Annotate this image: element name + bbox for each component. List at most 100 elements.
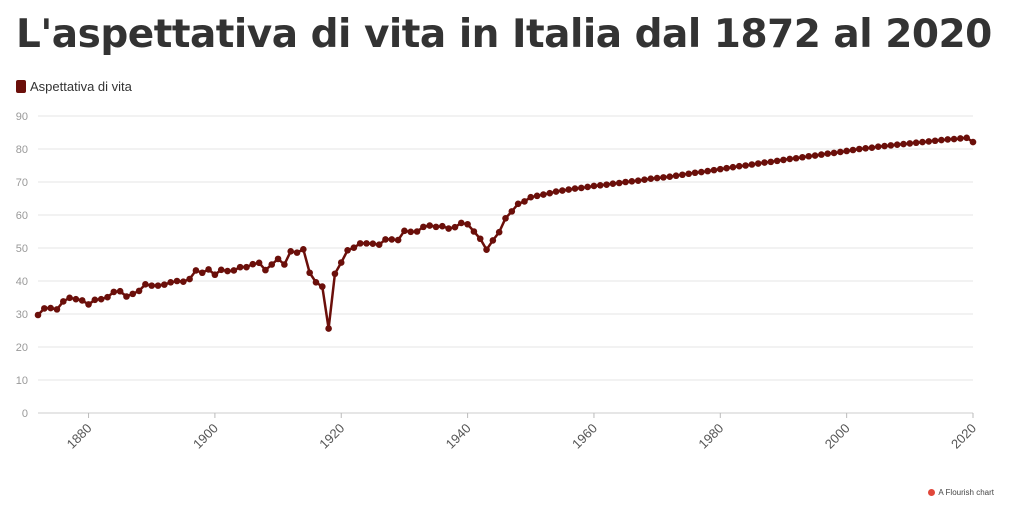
- data-point[interactable]: [110, 288, 118, 296]
- data-point[interactable]: [672, 172, 680, 180]
- data-point[interactable]: [230, 267, 238, 274]
- data-point[interactable]: [508, 208, 516, 215]
- data-point[interactable]: [318, 283, 326, 290]
- data-point[interactable]: [180, 278, 187, 285]
- data-point[interactable]: [792, 154, 800, 162]
- data-point[interactable]: [502, 215, 509, 222]
- data-point[interactable]: [281, 261, 288, 268]
- data-point[interactable]: [72, 295, 80, 303]
- data-point[interactable]: [401, 227, 408, 235]
- data-point[interactable]: [413, 228, 421, 235]
- data-point[interactable]: [382, 236, 389, 243]
- data-point[interactable]: [559, 187, 566, 194]
- data-point[interactable]: [224, 267, 231, 275]
- data-point[interactable]: [464, 220, 471, 228]
- data-point[interactable]: [874, 143, 882, 150]
- data-point[interactable]: [432, 223, 440, 231]
- data-point[interactable]: [552, 188, 560, 195]
- data-point[interactable]: [426, 222, 433, 229]
- data-point[interactable]: [356, 240, 364, 247]
- data-point[interactable]: [457, 219, 465, 227]
- data-point[interactable]: [476, 235, 484, 243]
- data-point[interactable]: [439, 222, 446, 230]
- data-point[interactable]: [862, 145, 869, 152]
- data-point[interactable]: [521, 198, 528, 205]
- data-point[interactable]: [97, 295, 105, 303]
- data-point[interactable]: [830, 149, 838, 157]
- data-point[interactable]: [742, 162, 749, 169]
- data-point[interactable]: [628, 178, 636, 185]
- data-point[interactable]: [881, 142, 888, 150]
- data-point[interactable]: [217, 266, 225, 274]
- data-point[interactable]: [578, 184, 585, 192]
- data-point[interactable]: [906, 140, 914, 147]
- data-point[interactable]: [514, 200, 522, 208]
- data-point[interactable]: [540, 191, 547, 198]
- data-point[interactable]: [716, 165, 724, 173]
- data-point[interactable]: [161, 281, 168, 288]
- data-point[interactable]: [236, 263, 244, 271]
- data-point[interactable]: [754, 160, 762, 167]
- data-point[interactable]: [811, 152, 819, 159]
- data-point[interactable]: [300, 246, 307, 253]
- data-point[interactable]: [767, 158, 775, 166]
- data-point[interactable]: [590, 182, 598, 190]
- data-point[interactable]: [786, 155, 794, 163]
- data-point[interactable]: [931, 137, 939, 145]
- data-point[interactable]: [123, 293, 130, 300]
- data-point[interactable]: [666, 173, 674, 181]
- data-point[interactable]: [306, 269, 313, 277]
- data-point[interactable]: [66, 294, 73, 302]
- data-point[interactable]: [919, 138, 926, 146]
- data-point[interactable]: [653, 174, 661, 182]
- data-point[interactable]: [312, 279, 320, 286]
- data-point[interactable]: [710, 166, 718, 174]
- data-point[interactable]: [893, 141, 901, 149]
- data-point[interactable]: [41, 305, 48, 312]
- data-point[interactable]: [407, 228, 415, 236]
- data-point[interactable]: [135, 287, 143, 295]
- data-point[interactable]: [969, 138, 977, 146]
- data-point[interactable]: [546, 189, 554, 197]
- data-point[interactable]: [47, 304, 54, 312]
- data-point[interactable]: [337, 259, 345, 266]
- data-point[interactable]: [186, 275, 193, 283]
- data-point[interactable]: [887, 142, 895, 149]
- data-point[interactable]: [53, 306, 61, 313]
- data-point[interactable]: [262, 266, 269, 274]
- data-point[interactable]: [78, 297, 86, 304]
- data-point[interactable]: [843, 147, 850, 155]
- data-point[interactable]: [565, 186, 572, 193]
- data-point[interactable]: [369, 240, 377, 248]
- data-point[interactable]: [780, 156, 787, 164]
- data-point[interactable]: [729, 163, 737, 171]
- data-point[interactable]: [211, 271, 219, 279]
- data-point[interactable]: [375, 241, 383, 248]
- data-point[interactable]: [944, 136, 952, 143]
- data-point[interactable]: [350, 244, 358, 251]
- data-point[interactable]: [331, 270, 339, 278]
- data-point[interactable]: [938, 136, 945, 144]
- data-point[interactable]: [274, 255, 282, 263]
- data-point[interactable]: [963, 134, 970, 142]
- data-point[interactable]: [85, 301, 92, 308]
- data-point[interactable]: [824, 150, 831, 157]
- data-point[interactable]: [59, 298, 67, 305]
- data-point[interactable]: [451, 223, 459, 231]
- data-point[interactable]: [641, 176, 648, 183]
- data-point[interactable]: [647, 175, 655, 182]
- data-point[interactable]: [805, 152, 813, 160]
- data-point[interactable]: [495, 228, 503, 236]
- data-point[interactable]: [925, 138, 933, 145]
- data-point[interactable]: [91, 296, 99, 304]
- data-point[interactable]: [615, 179, 623, 187]
- data-point[interactable]: [685, 170, 693, 178]
- data-point[interactable]: [116, 287, 124, 295]
- data-point[interactable]: [596, 182, 604, 189]
- data-point[interactable]: [129, 290, 137, 298]
- data-point[interactable]: [287, 248, 295, 255]
- data-point[interactable]: [950, 135, 958, 143]
- data-point[interactable]: [198, 269, 206, 277]
- data-point[interactable]: [691, 169, 699, 177]
- data-point[interactable]: [761, 159, 768, 166]
